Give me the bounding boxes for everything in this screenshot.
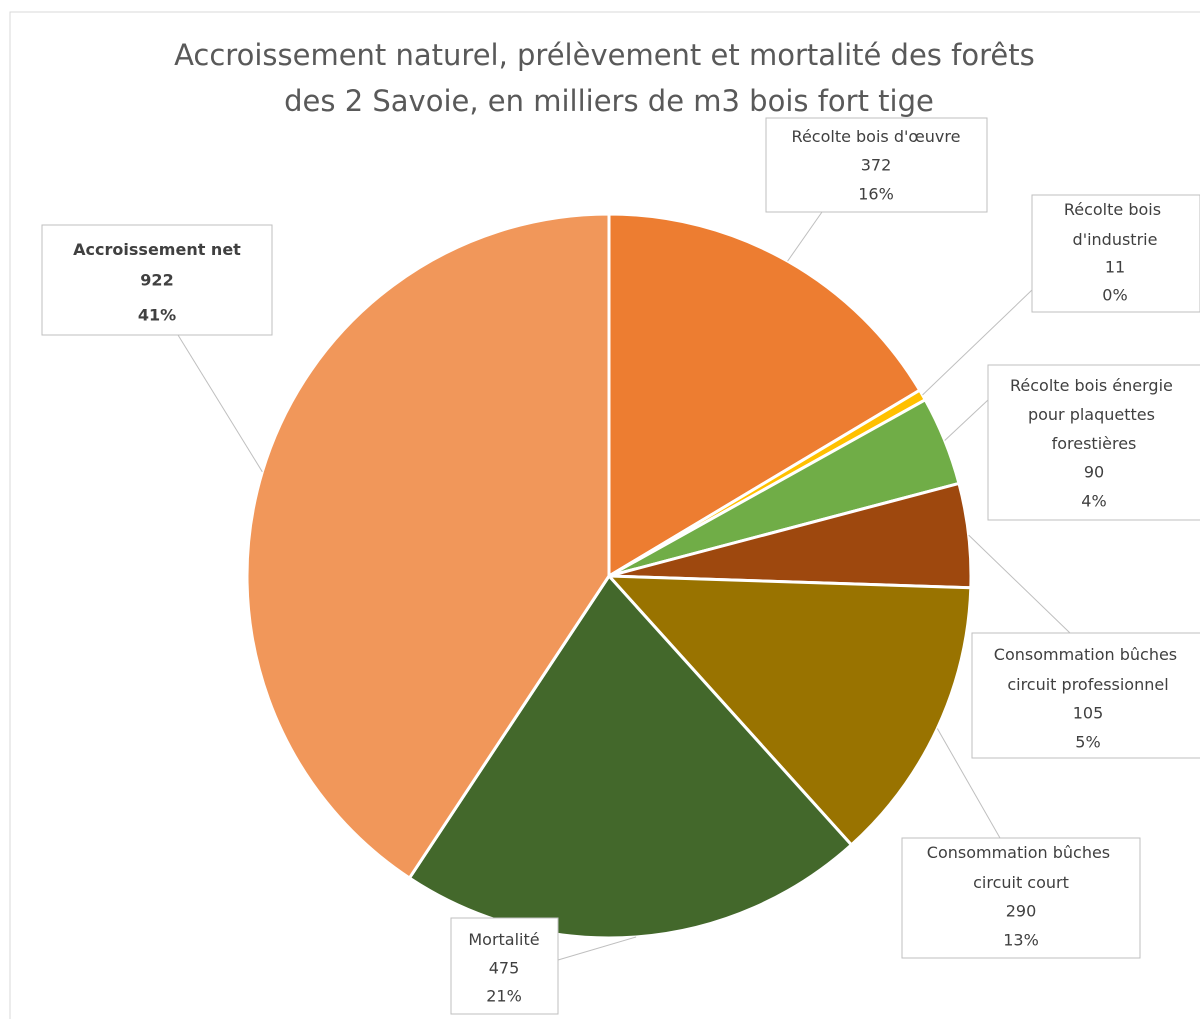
label-value: 290 — [1006, 902, 1037, 921]
leader-line — [177, 334, 263, 473]
label-box — [765, 117, 988, 213]
label-percent: 5% — [1075, 733, 1100, 752]
label-name: Consommation bûches circuit court — [927, 843, 1115, 892]
slices — [245, 212, 973, 940]
label-value: 372 — [861, 156, 892, 175]
label-value: 475 — [489, 959, 520, 978]
leader-line — [968, 534, 1071, 634]
label-percent: 13% — [1003, 931, 1039, 950]
label-name: Consommation bûches circuit professionne… — [994, 645, 1182, 694]
leader-line — [557, 936, 637, 961]
label-value: 90 — [1084, 463, 1104, 482]
leader-line — [787, 211, 823, 262]
label-box — [971, 632, 1200, 759]
pie-slice — [245, 212, 611, 881]
label-value: 105 — [1073, 704, 1104, 723]
label-value: 11 — [1105, 258, 1125, 277]
leader-line — [944, 399, 989, 441]
label-name: Accroissement net — [73, 240, 241, 259]
label-percent: 16% — [858, 185, 894, 204]
pie-slice — [607, 212, 922, 579]
label-percent: 4% — [1081, 492, 1106, 511]
labels: Récolte bois d'œuvre 372 16% Récolte bois d… — [41, 117, 1200, 1015]
label-name: Récolte bois énergie pour plaquettes for… — [1010, 376, 1178, 453]
pie-slice — [407, 573, 854, 940]
label-box — [41, 224, 273, 336]
pie-slice — [605, 574, 973, 847]
label-box — [450, 917, 559, 1015]
label-percent: 21% — [486, 987, 522, 1006]
label-name: Récolte bois d'industrie — [1064, 200, 1166, 249]
label-box — [987, 364, 1200, 521]
label-percent: 41% — [138, 306, 176, 325]
chart-title: Accroissement naturel, prélèvement et mo… — [174, 38, 1044, 118]
label-value: 922 — [140, 271, 173, 290]
label-name: Récolte bois d'œuvre — [792, 127, 961, 146]
label-box — [1031, 194, 1200, 313]
leader-line — [922, 289, 1033, 396]
label-percent: 0% — [1102, 286, 1127, 305]
leader-line — [936, 728, 1001, 839]
label-box — [901, 837, 1141, 959]
label-name: Mortalité — [468, 930, 539, 949]
